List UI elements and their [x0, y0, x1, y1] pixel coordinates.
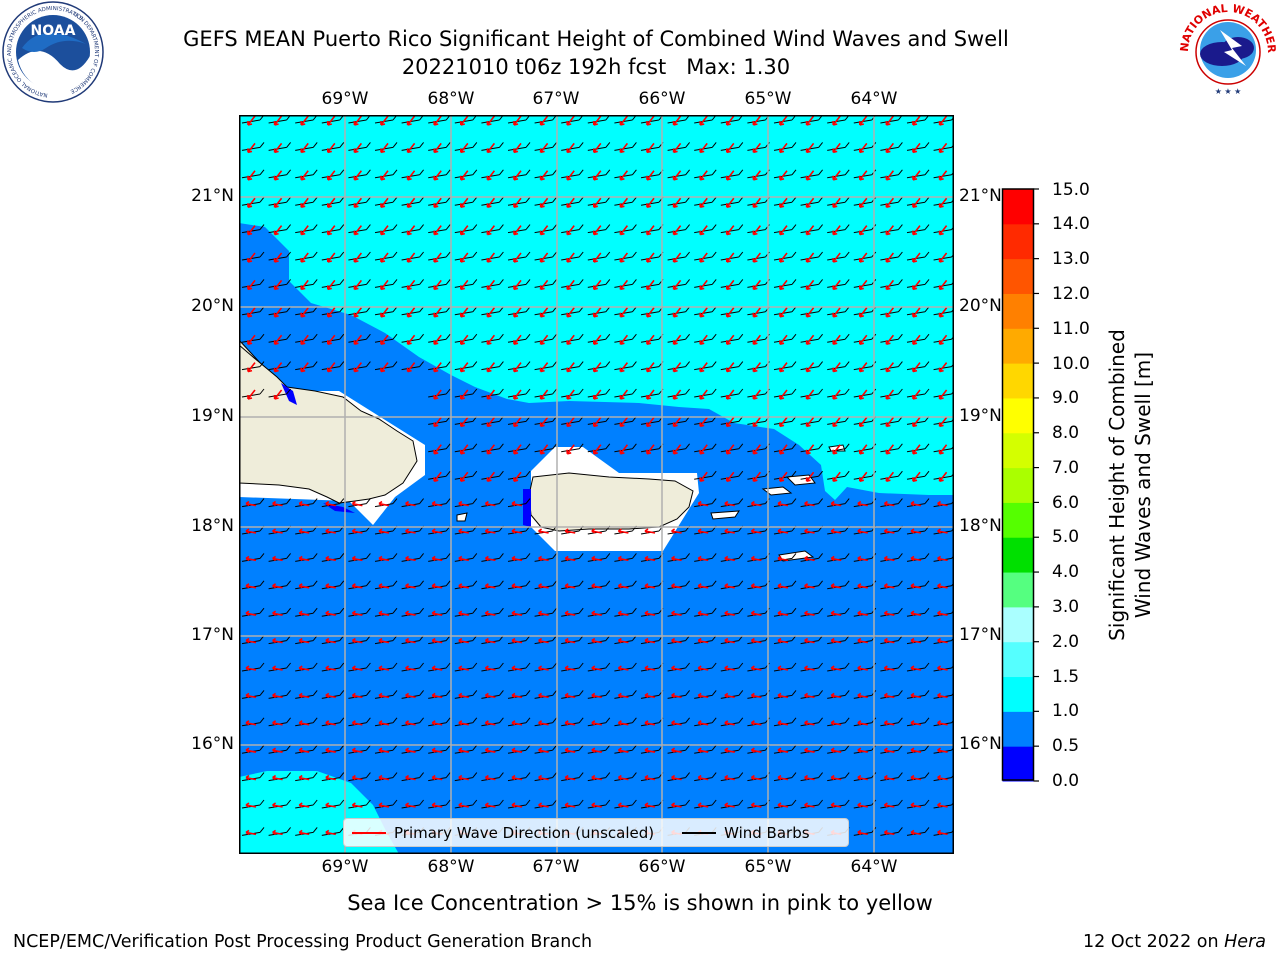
colorbar-tick: 14.0: [1052, 214, 1090, 234]
colorbar-tick: 1.0: [1052, 701, 1080, 721]
wave-height-map[interactable]: [239, 115, 954, 854]
legend-red-line: [352, 831, 386, 834]
lat-tick-right-19n: 19°N: [959, 406, 1002, 426]
colorbar-tick: 2.0: [1052, 632, 1080, 652]
lat-tick-right-18n: 18°N: [959, 516, 1002, 536]
lon-tick-bottom-67w: 67°W: [532, 857, 580, 877]
colorbar-tick: 1.5: [1052, 667, 1080, 687]
lat-tick-left-18n: 18°N: [191, 516, 234, 536]
puerto-rico-land: [528, 472, 694, 532]
lon-tick-bottom-69w: 69°W: [321, 857, 369, 877]
lon-tick-top-69w: 69°W: [321, 89, 369, 109]
colorbar-tick: 4.0: [1052, 562, 1080, 582]
lat-tick-right-21n: 21°N: [959, 186, 1002, 206]
colorbar-label-line2: Wind Waves and Swell [m]: [1131, 351, 1155, 619]
lat-tick-left-20n: 20°N: [191, 296, 234, 316]
legend-black-line: [682, 831, 717, 834]
lon-tick-top-65w: 65°W: [744, 89, 792, 109]
lat-tick-left-19n: 19°N: [191, 406, 234, 426]
footer-credit: NCEP/EMC/Verification Post Processing Pr…: [13, 932, 593, 952]
map-frame: [239, 115, 954, 854]
colorbar-tick: 11.0: [1052, 319, 1090, 339]
lat-tick-left-16n: 16°N: [191, 734, 234, 754]
lon-tick-top-67w: 67°W: [532, 89, 580, 109]
colorbar-tick: 15.0: [1052, 180, 1090, 200]
chart-subtitle: 20221010 t06z 192h fcst Max: 1.30: [401, 55, 791, 79]
map-legend: Primary Wave Direction (unscaled) Wind B…: [343, 818, 849, 847]
colorbar-tick: 0.0: [1052, 771, 1080, 791]
colorbar-tick: 6.0: [1052, 493, 1080, 513]
lon-tick-bottom-64w: 64°W: [850, 857, 898, 877]
nws-logo: NATIONAL WEATHER SERVICE ★ ★ ★: [1176, 0, 1278, 96]
colorbar-tick: 5.0: [1052, 527, 1080, 547]
colorbar-label-line1: Significant Height of Combined: [1105, 329, 1129, 641]
colorbar: [1001, 188, 1039, 782]
colorbar-tick: 13.0: [1052, 249, 1090, 269]
lat-tick-right-20n: 20°N: [959, 296, 1002, 316]
chart-title: GEFS MEAN Puerto Rico Significant Height…: [183, 27, 1009, 51]
colorbar-label: Significant Height of Combined Wind Wave…: [1104, 329, 1156, 641]
map-graticule: [239, 115, 954, 854]
lat-tick-left-21n: 21°N: [191, 186, 234, 206]
lon-tick-top-66w: 66°W: [638, 89, 686, 109]
lon-tick-bottom-66w: 66°W: [638, 857, 686, 877]
footer-date-text: 12 Oct 2022 on: [1083, 932, 1225, 952]
lon-tick-top-68w: 68°W: [427, 89, 475, 109]
legend-primary-wave-label: Primary Wave Direction (unscaled): [394, 823, 655, 842]
lat-tick-left-17n: 17°N: [191, 625, 234, 645]
colorbar-tick: 9.0: [1052, 388, 1080, 408]
legend-item-primary-wave: Primary Wave Direction (unscaled): [352, 824, 654, 842]
colorbar-tick: 10.0: [1052, 354, 1090, 374]
sea-ice-note: Sea Ice Concentration > 15% is shown in …: [347, 891, 933, 915]
lon-tick-top-64w: 64°W: [850, 89, 898, 109]
colorbar-tick: 3.0: [1052, 597, 1080, 617]
footer-host: Hera: [1224, 932, 1266, 952]
lon-tick-bottom-65w: 65°W: [744, 857, 792, 877]
colorbar-tick: 7.0: [1052, 458, 1080, 478]
footer-date: 12 Oct 2022 on Hera: [1083, 932, 1266, 952]
colorbar-tick: 0.5: [1052, 736, 1080, 756]
legend-item-wind-barbs: Wind Barbs: [682, 823, 810, 842]
svg-text:★ ★ ★: ★ ★ ★: [1215, 87, 1242, 96]
colorbar-tick: 8.0: [1052, 423, 1080, 443]
lon-tick-bottom-68w: 68°W: [427, 857, 475, 877]
colorbar-tick: 12.0: [1052, 284, 1090, 304]
lat-tick-right-16n: 16°N: [959, 734, 1002, 754]
noaa-logo-text: NOAA: [31, 23, 76, 39]
noaa-logo: NOAA NATIONAL OCEANIC AND ATMOSPHERIC AD…: [2, 1, 104, 103]
lat-tick-right-17n: 17°N: [959, 625, 1002, 645]
legend-wind-barbs-label: Wind Barbs: [724, 823, 810, 842]
